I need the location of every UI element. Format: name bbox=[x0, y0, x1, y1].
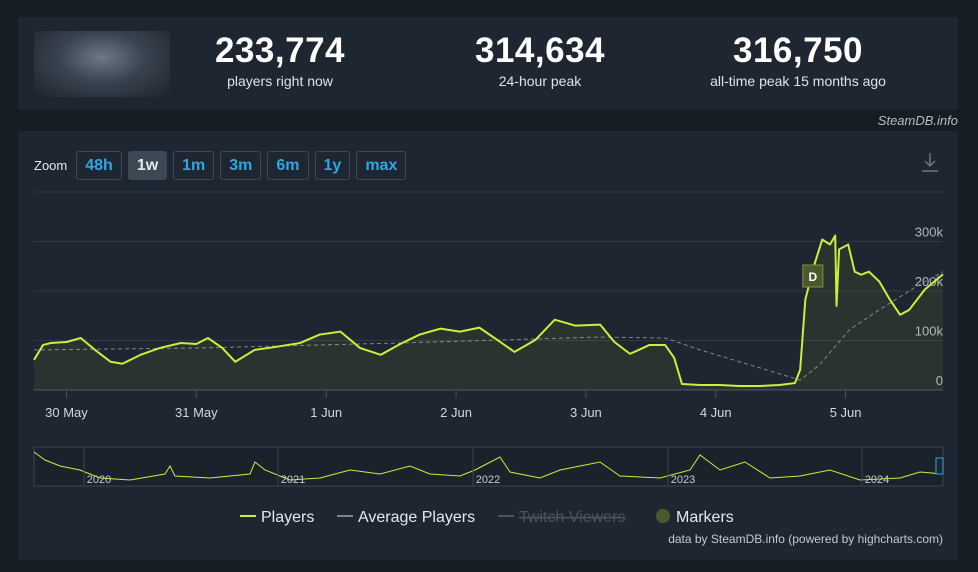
navigator-label: 2024 bbox=[865, 474, 889, 486]
credits: data by SteamDB.info (powered by highcha… bbox=[668, 532, 943, 546]
download-icon[interactable] bbox=[922, 153, 938, 172]
stat: 233,774 players right now bbox=[165, 31, 395, 89]
source[interactable]: SteamDB.info bbox=[877, 113, 958, 128]
zoom-button[interactable]: max bbox=[356, 151, 407, 180]
zoom-button[interactable]: 1m bbox=[173, 151, 215, 180]
event-marker-label: D bbox=[809, 270, 818, 284]
stat: 314,634 24-hour peak bbox=[425, 31, 655, 89]
legend-item[interactable]: Players bbox=[240, 509, 314, 526]
y-tick-label: 100k bbox=[915, 324, 944, 339]
navigator[interactable] bbox=[33, 446, 944, 487]
stats-panel: 233,774 players right now 314,634 24-hour p… bbox=[18, 17, 958, 110]
stat-label: all-time peak 15 months ago bbox=[710, 73, 886, 89]
zoom-label: Zoom bbox=[34, 158, 68, 173]
legend-symbol bbox=[656, 509, 670, 523]
legend-item[interactable]: Average Players bbox=[337, 509, 475, 526]
stat-value: 316,750 bbox=[732, 31, 864, 70]
zoom-bar: Zoom 48h 1w 1m 3m 6m 1y max bbox=[34, 151, 407, 180]
players-line bbox=[33, 234, 944, 388]
navigator-label: 2020 bbox=[87, 474, 111, 486]
x-tick-label: 4 Jun bbox=[700, 405, 732, 420]
y-tick-label: 300k bbox=[915, 225, 944, 240]
zoom-button[interactable]: 1y bbox=[314, 151, 351, 180]
zoom-button[interactable]: 6m bbox=[267, 151, 309, 180]
navigator-handle[interactable] bbox=[935, 457, 944, 475]
navigator-label: 2023 bbox=[671, 474, 695, 486]
zoom-button[interactable]: 3m bbox=[220, 151, 262, 180]
legend-item[interactable]: Twitch Viewers bbox=[498, 509, 625, 526]
legend-label: Players bbox=[261, 509, 314, 526]
x-tick-label: 31 May bbox=[175, 405, 218, 420]
legend-label: Markers bbox=[676, 509, 734, 526]
x-tick-label: 2 Jun bbox=[440, 405, 472, 420]
x-tick-label: 1 Jun bbox=[310, 405, 342, 420]
stat: 316,750 all-time peak 15 months ago bbox=[683, 31, 913, 89]
game-thumbnail[interactable] bbox=[34, 31, 170, 97]
stat-label: players right now bbox=[227, 73, 333, 89]
x-tick-label: 3 Jun bbox=[570, 405, 602, 420]
y-tick-label: 0 bbox=[936, 373, 943, 388]
stat-label: 24-hour peak bbox=[498, 73, 582, 89]
zoom-button[interactable]: 48h bbox=[76, 151, 122, 180]
zoom-button[interactable]: 1w bbox=[127, 151, 168, 180]
navigator-label: 2021 bbox=[281, 474, 305, 486]
legend-label: Average Players bbox=[358, 509, 475, 526]
stat-value: 233,774 bbox=[214, 31, 346, 70]
x-tick-label: 5 Jun bbox=[830, 405, 862, 420]
navigator-line bbox=[33, 451, 944, 481]
x-tick-label: 30 May bbox=[45, 405, 88, 420]
y-tick-label: 200k bbox=[915, 274, 944, 289]
legend-item[interactable]: Markers bbox=[656, 509, 734, 526]
legend-label: Twitch Viewers bbox=[519, 509, 625, 526]
players-area bbox=[34, 235, 943, 390]
stat-value: 314,634 bbox=[474, 31, 606, 70]
navigator-label: 2022 bbox=[476, 474, 500, 486]
event-marker bbox=[802, 264, 824, 288]
